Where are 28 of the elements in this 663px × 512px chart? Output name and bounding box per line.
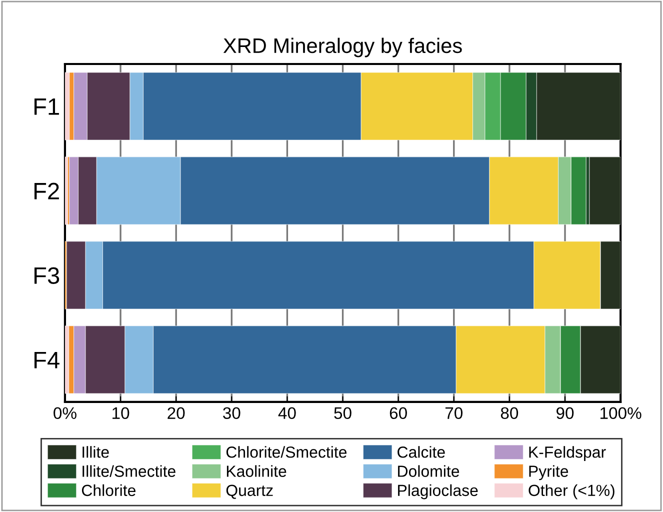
chart-title: XRD Mineralogy by facies: [223, 38, 462, 58]
y-tick-label: F4: [34, 352, 60, 368]
x-tick-label: 30: [223, 407, 240, 420]
x-tick-label: 40: [278, 407, 296, 420]
x-tick-label: 60: [390, 407, 407, 420]
legend-label: Quartz: [226, 484, 273, 499]
x-tick-label: 90: [556, 407, 574, 420]
legend-label: Chlorite: [82, 484, 136, 496]
y-tick-label: F3: [34, 267, 60, 284]
legend-label: Kaolinite: [226, 465, 286, 477]
legend-label: Chlorite/Smectite: [226, 446, 347, 458]
legend-label: Illite/Smectite: [82, 465, 176, 477]
legend-label: Illite: [82, 446, 109, 458]
x-tick-label: 0%: [54, 407, 76, 420]
x-tick-label: 80: [500, 407, 518, 420]
legend-label: Plagioclase: [398, 484, 478, 500]
y-tick-label: F1: [34, 98, 59, 115]
legend-label: Other (<1%): [528, 484, 614, 500]
legend-label: Pyrite: [529, 465, 568, 480]
x-tick-label: 70: [445, 407, 463, 420]
y-tick-label: F2: [34, 182, 59, 200]
legend-label: Dolomite: [398, 465, 460, 477]
x-tick-label: 100%: [600, 407, 642, 420]
legend-label: Calcite: [398, 446, 445, 458]
x-tick-label: 10: [112, 407, 130, 420]
x-tick-label: 50: [334, 407, 352, 420]
x-tick-label: 20: [168, 407, 185, 420]
legend-label: K-Feldspar: [529, 446, 606, 461]
